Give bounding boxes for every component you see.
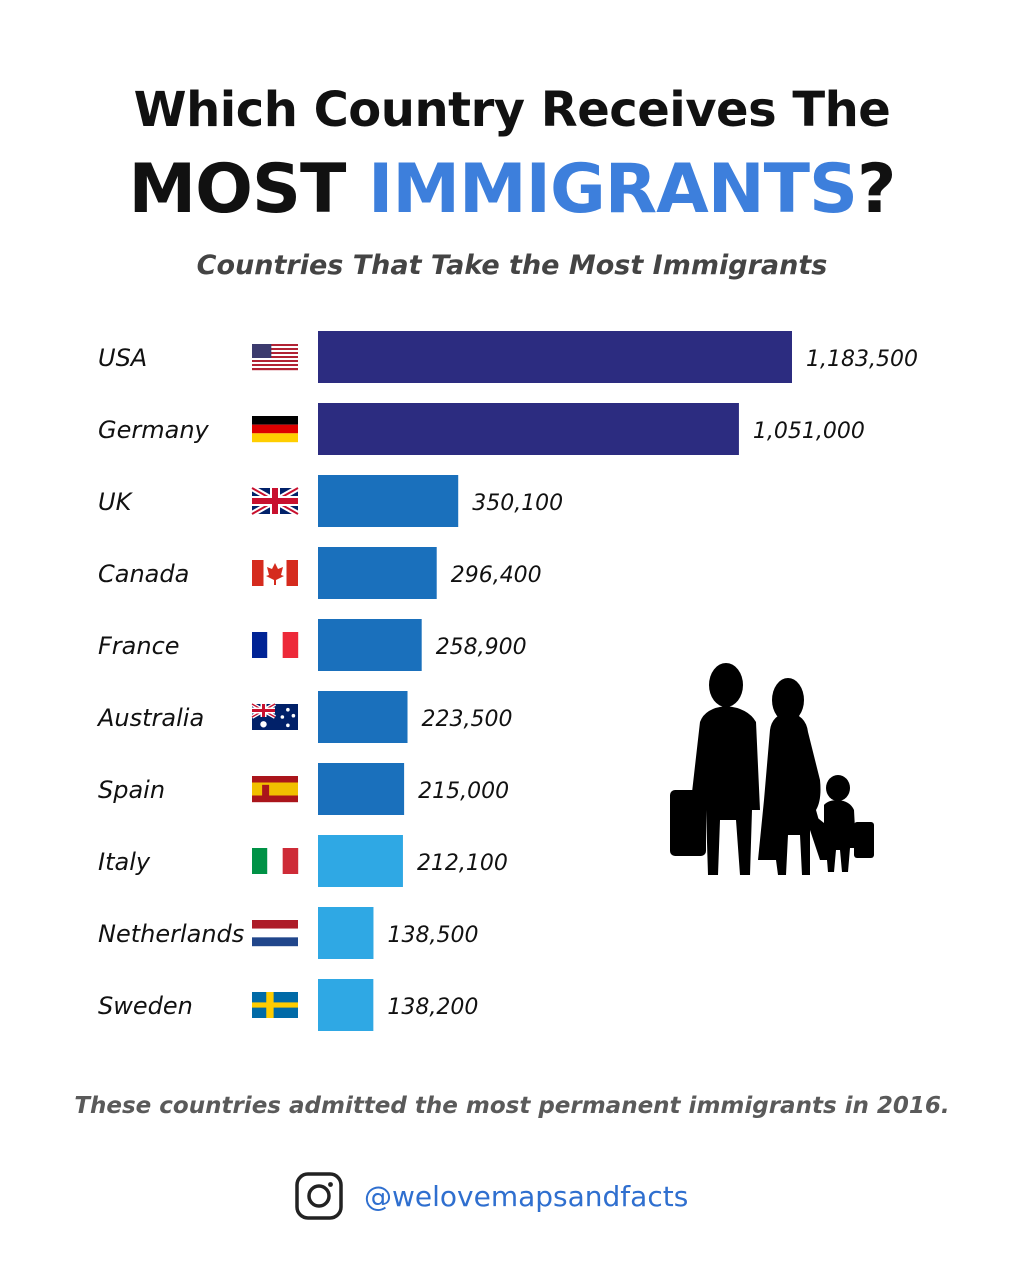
headline-line-1: Which Country Receives The xyxy=(133,82,891,138)
flag-france-icon xyxy=(252,632,299,658)
value-label-canada: 296,400 xyxy=(451,563,542,588)
flag-uk-icon xyxy=(250,485,300,517)
category-label-france: France xyxy=(98,632,180,660)
flag-usa-icon xyxy=(252,344,298,371)
bar-france xyxy=(318,619,422,671)
flag-canada-icon xyxy=(252,560,298,586)
category-label-germany: Germany xyxy=(98,416,210,444)
headline-line-2: MOST IMMIGRANTS? xyxy=(0,150,1024,229)
bar-canada xyxy=(318,547,437,599)
flag-italy-icon xyxy=(252,848,299,874)
flag-australia-icon xyxy=(251,702,298,730)
headline-immigrants: IMMIGRANTS xyxy=(368,150,858,229)
headline-most: MOST xyxy=(128,150,369,229)
category-label-uk: UK xyxy=(98,488,134,516)
bar-australia xyxy=(318,691,408,743)
value-label-germany: 1,051,000 xyxy=(753,419,865,444)
flag-germany-icon xyxy=(252,416,298,443)
footnote: These countries admitted the most perman… xyxy=(74,1093,950,1119)
category-label-sweden: Sweden xyxy=(98,992,193,1020)
category-label-usa: USA xyxy=(98,344,147,372)
category-label-australia: Australia xyxy=(96,704,204,732)
flag-sweden-icon xyxy=(252,992,298,1018)
value-label-usa: 1,183,500 xyxy=(806,347,918,372)
bar-uk xyxy=(318,475,459,527)
family-silhouette-icon xyxy=(670,663,874,875)
value-label-sweden: 138,200 xyxy=(387,995,478,1020)
value-label-france: 258,900 xyxy=(436,635,527,660)
value-label-netherlands: 138,500 xyxy=(387,923,478,948)
category-label-spain: Spain xyxy=(98,776,165,804)
bar-italy xyxy=(318,835,403,887)
instagram-handle[interactable]: @welovemapsandfacts xyxy=(364,1179,689,1213)
value-label-uk: 350,100 xyxy=(472,491,563,516)
category-label-netherlands: Netherlands xyxy=(98,920,244,948)
bar-sweden xyxy=(318,979,374,1031)
flag-spain-icon xyxy=(252,776,298,803)
headline-question-mark: ? xyxy=(857,150,896,229)
value-label-italy: 212,100 xyxy=(417,851,508,876)
category-label-italy: Italy xyxy=(98,848,151,876)
bar-usa xyxy=(318,331,792,383)
value-label-spain: 215,000 xyxy=(418,779,509,804)
bar-netherlands xyxy=(318,907,374,959)
bar-spain xyxy=(318,763,405,815)
value-label-australia: 223,500 xyxy=(422,707,513,732)
flag-netherlands-icon xyxy=(252,920,298,947)
bar-chart: USA 1,183,500 Germany 1,051,000 UK 350,100 Can… xyxy=(96,331,918,1031)
category-label-canada: Canada xyxy=(98,560,189,588)
instagram-icon[interactable] xyxy=(294,1171,344,1221)
social-handle[interactable]: @welovemapsandfacts xyxy=(294,1170,688,1222)
bar-germany xyxy=(318,403,739,455)
chart-title: Countries That Take the Most Immigrants xyxy=(196,250,828,281)
